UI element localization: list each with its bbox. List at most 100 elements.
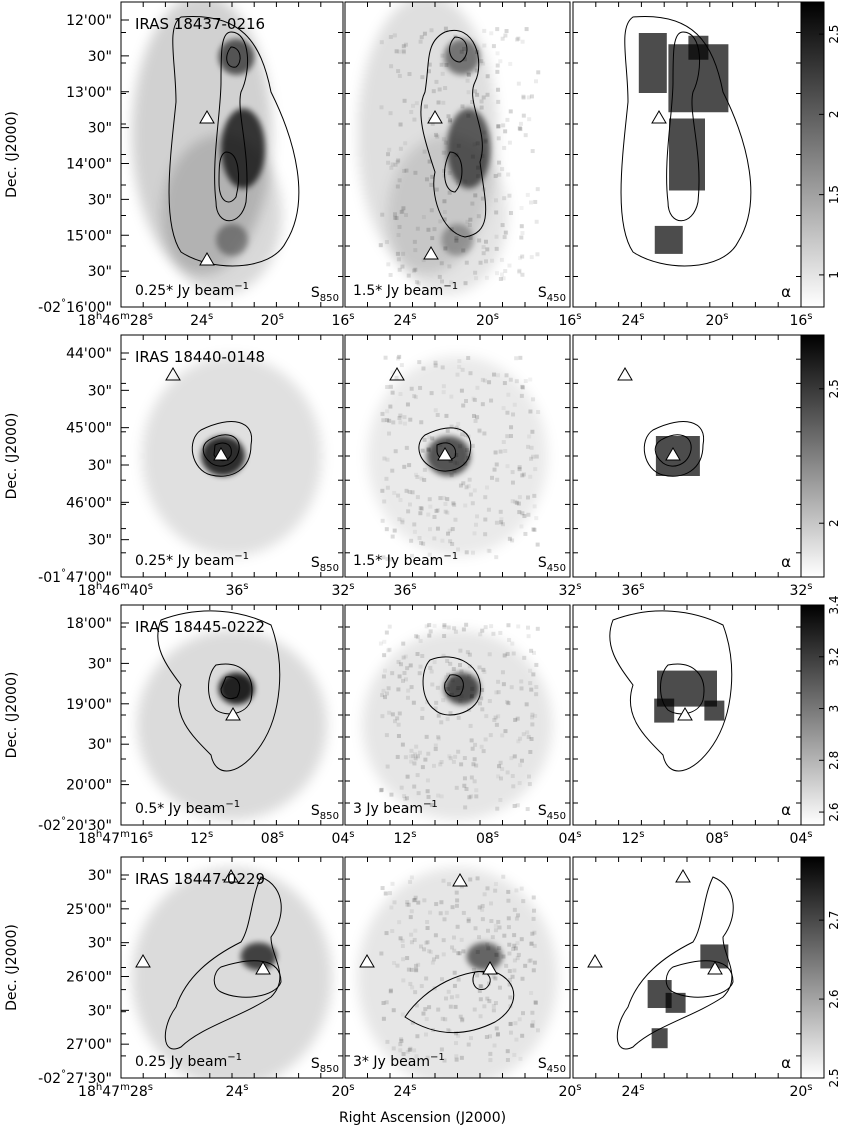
- noise-pixel: [494, 690, 499, 695]
- noise-pixel: [535, 542, 540, 547]
- noise-pixel: [390, 162, 395, 167]
- noise-pixel: [527, 959, 532, 964]
- noise-pixel: [439, 720, 444, 725]
- noise-pixel: [503, 729, 508, 734]
- noise-pixel: [508, 377, 513, 382]
- noise-pixel: [476, 165, 481, 170]
- noise-pixel: [473, 89, 478, 94]
- noise-pixel: [533, 1000, 538, 1005]
- noise-pixel: [392, 212, 397, 217]
- noise-pixel: [519, 393, 524, 398]
- noise-pixel: [503, 33, 508, 38]
- source-name: IRAS 18440-0148: [135, 348, 265, 366]
- dec-tick-label: 30": [88, 121, 112, 137]
- noise-pixel: [530, 715, 535, 720]
- noise-pixel: [498, 276, 503, 281]
- source-marker: [255, 961, 271, 975]
- noise-pixel: [442, 217, 447, 222]
- noise-pixel: [502, 145, 507, 150]
- noise-pixel: [402, 168, 407, 173]
- noise-pixel: [405, 695, 410, 700]
- noise-pixel: [461, 949, 466, 954]
- noise-pixel: [413, 756, 418, 761]
- noise-pixel: [531, 968, 536, 973]
- noise-pixel: [501, 123, 506, 128]
- ra-tick-label: 20s: [789, 1082, 812, 1100]
- noise-pixel: [521, 94, 526, 99]
- noise-pixel: [422, 477, 427, 482]
- noise-pixel: [472, 142, 477, 147]
- noise-pixel: [534, 219, 539, 224]
- noise-pixel: [517, 270, 522, 275]
- noise-pixel: [431, 763, 436, 768]
- noise-pixel: [530, 429, 535, 434]
- noise-pixel: [458, 699, 463, 704]
- noise-pixel: [415, 1034, 420, 1039]
- noise-pixel: [402, 421, 407, 426]
- noise-pixel: [514, 379, 519, 384]
- noise-pixel: [504, 963, 509, 968]
- noise-pixel: [461, 627, 466, 632]
- noise-pixel: [495, 69, 500, 74]
- noise-pixel: [477, 665, 482, 670]
- noise-pixel: [386, 160, 391, 165]
- s450-label: 1.5* Jy beam−1: [353, 551, 458, 569]
- noise-pixel: [508, 1022, 513, 1027]
- noise-pixel: [512, 402, 517, 407]
- noise-pixel: [441, 100, 446, 105]
- noise-pixel: [473, 270, 478, 275]
- noise-pixel: [468, 723, 473, 728]
- noise-pixel: [437, 274, 442, 279]
- noise-pixel: [505, 1049, 510, 1054]
- noise-pixel: [530, 1010, 535, 1015]
- noise-pixel: [525, 807, 530, 812]
- dec-tick-label: -02°27'30": [38, 1069, 112, 1087]
- noise-pixel: [454, 785, 459, 790]
- noise-pixel: [415, 495, 420, 500]
- noise-pixel: [506, 701, 511, 706]
- noise-pixel: [454, 238, 459, 243]
- source-name: IRAS 18437-0216: [135, 15, 265, 33]
- noise-pixel: [396, 356, 401, 361]
- noise-pixel: [397, 711, 402, 716]
- noise-pixel: [429, 391, 434, 396]
- noise-pixel: [448, 661, 453, 666]
- noise-pixel: [416, 281, 421, 286]
- noise-pixel: [413, 395, 418, 400]
- noise-pixel: [440, 365, 445, 370]
- noise-pixel: [393, 449, 398, 454]
- noise-pixel: [487, 999, 492, 1004]
- noise-pixel: [493, 976, 498, 981]
- alpha-pixels: [654, 698, 675, 723]
- noise-pixel: [529, 648, 534, 653]
- source-name: IRAS 18445-0222: [135, 618, 265, 636]
- noise-pixel: [510, 974, 515, 979]
- noise-pixel: [455, 461, 460, 466]
- noise-pixel: [451, 759, 456, 764]
- ra-tick-label: 32s: [331, 581, 354, 599]
- noise-pixel: [450, 542, 455, 547]
- noise-pixel: [415, 474, 420, 479]
- noise-pixel: [396, 233, 401, 238]
- noise-pixel: [407, 502, 412, 507]
- s850-band: S850: [311, 285, 339, 304]
- noise-pixel: [484, 275, 489, 280]
- noise-pixel: [389, 792, 394, 797]
- emission-peak: [218, 38, 255, 75]
- noise-pixel: [380, 488, 385, 493]
- noise-pixel: [483, 495, 488, 500]
- noise-pixel: [416, 791, 421, 796]
- noise-pixel: [535, 187, 540, 192]
- source-marker: [651, 110, 667, 124]
- noise-pixel: [526, 512, 531, 517]
- noise-pixel: [443, 86, 448, 91]
- y-axis-title: Dec. (J2000): [4, 413, 20, 500]
- noise-pixel: [496, 679, 501, 684]
- noise-pixel: [417, 536, 422, 541]
- noise-pixel: [418, 506, 423, 511]
- colorbar-tick-label: 1: [827, 271, 841, 279]
- noise-pixel: [405, 956, 410, 961]
- source-marker: [452, 873, 468, 887]
- noise-pixel: [516, 913, 521, 918]
- noise-pixel: [483, 737, 488, 742]
